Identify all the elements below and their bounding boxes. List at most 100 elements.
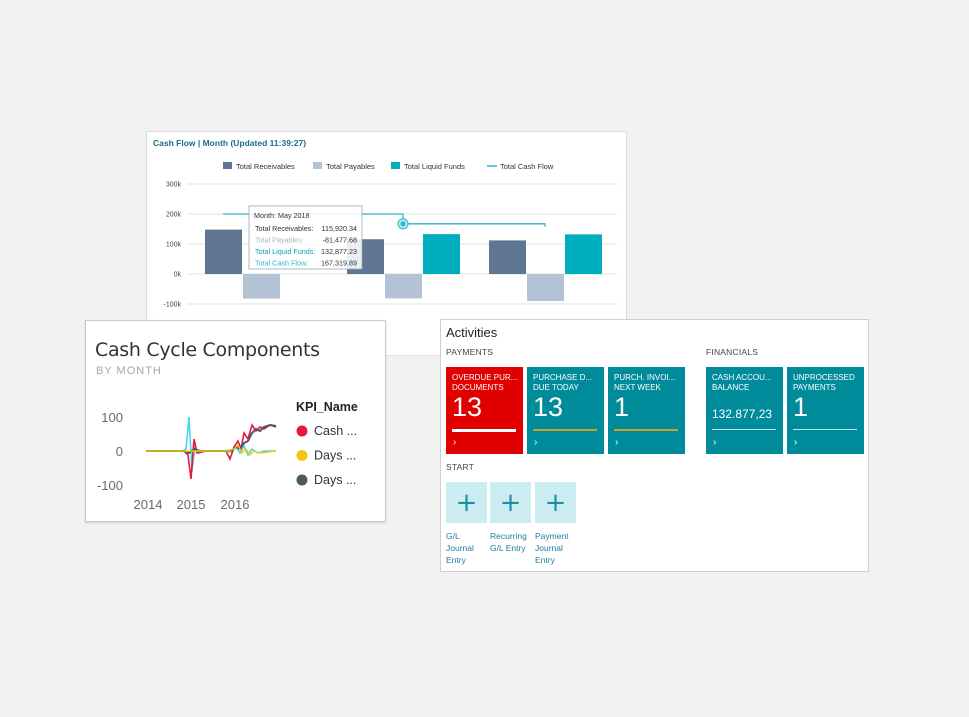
start-action-button[interactable]: + [446, 482, 487, 523]
legend-swatch [223, 162, 232, 169]
y-tick-label: 0 [116, 444, 123, 459]
legend-marker [296, 450, 308, 461]
start-action-label-line: G/L Entry [490, 543, 526, 553]
tile-overdue-pur[interactable]: OVERDUE PUR... DOCUMENTS 13 › [446, 367, 523, 454]
chevron-right-icon[interactable]: › [713, 437, 717, 448]
cash-cycle-title: Cash Cycle Components [95, 339, 320, 361]
tooltip-row-label: Total Liquid Funds: [255, 247, 315, 256]
series-line-cyan [146, 416, 276, 472]
cash-cycle-chart: 100 0 -100 2014 2015 2016 KPI_Name Cash ... Days… [97, 400, 358, 512]
x-tick-label: 2015 [177, 497, 206, 512]
tile-label-line: PURCH. INVOI... [614, 373, 676, 382]
y-tick-label: -100k [163, 302, 181, 309]
cash-cycle-subtitle: BY MONTH [96, 365, 162, 377]
tile-label-line: CASH ACCOU... [712, 373, 772, 382]
cash-flow-title: Cash Flow | Month (Updated 11:39:27) [153, 138, 307, 148]
chevron-right-icon[interactable]: › [534, 437, 538, 448]
start-action-label[interactable]: G/L Journal Entry [446, 530, 474, 566]
tile-label-line: NEXT WEEK [614, 382, 661, 392]
series-line-days-dark [146, 423, 277, 455]
tooltip-row-value: 132,877.23 [321, 247, 357, 256]
start-action-button[interactable]: + [535, 482, 576, 523]
tile-progress-bar [793, 429, 857, 430]
tile-progress-bar [712, 429, 776, 430]
tile-value: 13 [533, 392, 564, 422]
chart-tooltip: Month: May 2018 Total Receivables: 115,920… [248, 205, 363, 270]
plus-icon: + [499, 487, 522, 518]
cash-flow-panel-edge [386, 320, 444, 356]
start-action-label[interactable]: Recurring G/L Entry [490, 530, 527, 554]
tooltip-row-value: -81,477.68 [323, 236, 357, 245]
cash-flow-point [400, 221, 406, 227]
y-tick-label: 100k [166, 242, 182, 249]
y-tick-label: 300k [166, 182, 182, 189]
tile-progress-bar [614, 429, 678, 431]
start-action-label-line: Entry [446, 555, 466, 565]
bar-payables [527, 274, 564, 301]
group-label-financials: FINANCIALS [706, 347, 759, 357]
tooltip-header: Month: May 2018 [254, 211, 310, 220]
activities-panel: Activities PAYMENTS FINANCIALS OVERDUE P… [440, 319, 869, 572]
start-action-label-line: Journal [446, 543, 474, 553]
bar-payables [385, 274, 422, 299]
legend-marker [296, 474, 308, 486]
x-tick-label: 2014 [134, 497, 163, 512]
cash-flow-chart-panel: Total Receivables Total Payables Total Liq… [146, 131, 627, 321]
bar-liquid-funds [565, 234, 602, 274]
tooltip-row-label: Total Cash Flow: [255, 259, 308, 268]
y-tick-label: 0k [174, 272, 182, 279]
cash-cycle-panel: Cash Cycle Components BY MONTH 100 0 -100 2… [85, 320, 386, 522]
series-line-cash [146, 423, 277, 480]
start-action-label[interactable]: Payment Journal Entry [535, 530, 569, 566]
legend-item: Days ... [314, 449, 356, 463]
start-action-label-line: Journal [535, 543, 563, 553]
group-label-payments: PAYMENTS [446, 347, 494, 357]
legend-item: Days ... [314, 473, 356, 487]
bar-receivables [205, 229, 242, 274]
legend-item: Total Receivables [236, 162, 295, 171]
legend-title: KPI_Name [296, 400, 358, 414]
legend-swatch [391, 162, 400, 169]
y-tick-label: 200k [166, 212, 182, 219]
tile-label: PURCH. INVOI... NEXT WEEK [614, 373, 682, 392]
legend-item: Total Cash Flow [500, 162, 554, 171]
tile-label-line: BALANCE [712, 382, 750, 392]
tile-label-line: PAYMENTS [793, 382, 836, 392]
tile-label: UNPROCESSED PAYMENTS [793, 373, 861, 392]
x-tick-label: 2016 [221, 497, 250, 512]
tile-progress-bar [533, 429, 597, 431]
tooltip-row-value: 115,920.34 [322, 224, 357, 233]
start-action-button[interactable]: + [490, 482, 531, 523]
tooltip-row-label: Total Payables: [255, 236, 304, 245]
y-tick-label: -100 [97, 478, 123, 493]
y-tick-label: 100 [101, 410, 123, 425]
tile-value: 1 [614, 392, 630, 422]
tile-unprocessed[interactable]: UNPROCESSED PAYMENTS 1 › [787, 367, 864, 454]
start-action-label-line: G/L [446, 531, 460, 541]
bar-liquid-funds [423, 234, 460, 274]
tile-label-line: UNPROCESSED [793, 373, 855, 382]
tile-purchase-d[interactable]: PURCHASE D... DUE TODAY 13 › [527, 367, 604, 454]
tooltip-row-value: 167,319.89 [321, 259, 357, 268]
tile-label: PURCHASE D... DUE TODAY [533, 373, 601, 392]
tile-purch-invoi[interactable]: PURCH. INVOI... NEXT WEEK 1 › [608, 367, 685, 454]
bar-receivables [489, 240, 526, 274]
activities-title: Activities [446, 325, 498, 340]
bar-payables [243, 274, 280, 299]
chevron-right-icon[interactable]: › [453, 437, 457, 448]
start-action-label-line: Payment [535, 531, 569, 541]
plus-icon: + [455, 487, 478, 518]
chevron-right-icon[interactable]: › [794, 437, 798, 448]
tile-label: CASH ACCOU... BALANCE [712, 373, 780, 392]
series-line-days-yellow [146, 443, 277, 457]
plus-icon: + [544, 487, 567, 518]
tile-label-line: PURCHASE D... [533, 373, 593, 382]
tile-value: 132.877,23 [712, 407, 773, 421]
chevron-right-icon[interactable]: › [615, 437, 619, 448]
legend-item: Total Payables [326, 162, 375, 171]
tile-value: 1 [793, 392, 809, 422]
tile-cash-accou[interactable]: CASH ACCOU... BALANCE 132.877,23 › [706, 367, 783, 454]
legend-item: Total Liquid Funds [404, 162, 465, 171]
tile-progress-bar [452, 429, 516, 432]
start-action-label-line: Entry [535, 555, 555, 565]
